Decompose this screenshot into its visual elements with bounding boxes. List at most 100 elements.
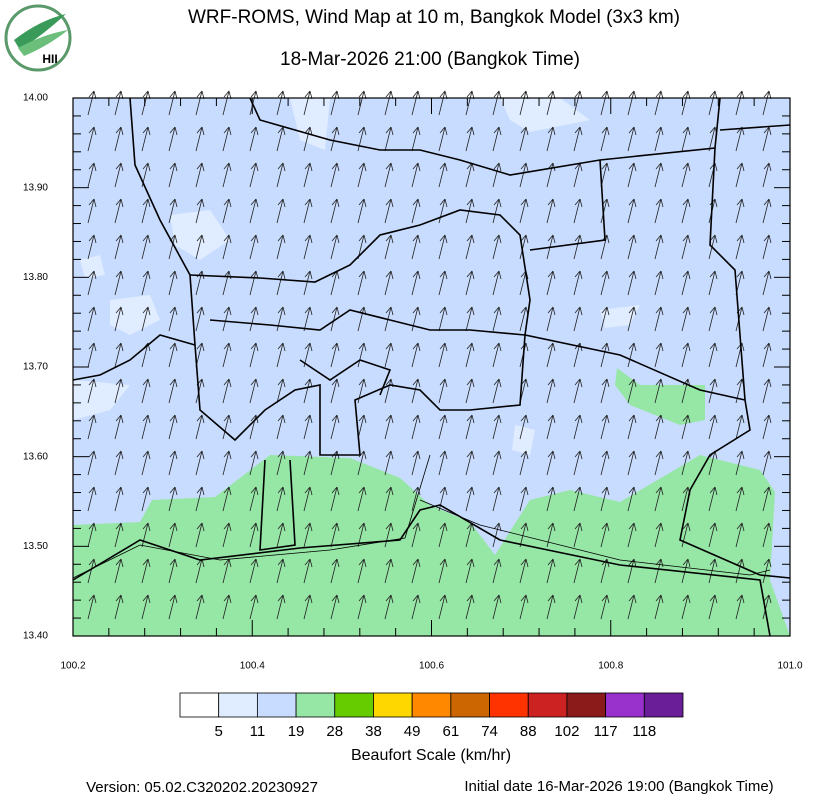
arrow: [573, 486, 583, 512]
arrow: [114, 450, 124, 476]
arrow: [87, 306, 97, 332]
arrow: [276, 306, 286, 332]
arrow: [141, 126, 151, 152]
arrow: [492, 558, 502, 584]
boundary: [209, 309, 526, 336]
arrow: [330, 342, 340, 368]
colorbar-box: [527, 692, 568, 718]
arrow: [465, 486, 475, 512]
colorbar-label: 102: [554, 723, 579, 740]
arrow: [492, 414, 502, 440]
arrow: [276, 558, 286, 584]
arrow: [141, 198, 151, 224]
arrow: [519, 594, 529, 620]
arrow: [114, 234, 124, 260]
arrow: [87, 378, 97, 404]
arrow: [141, 270, 151, 296]
boundary: [129, 97, 761, 576]
arrow: [87, 522, 97, 548]
logo: HII: [4, 4, 72, 72]
arrow: [222, 486, 232, 512]
arrow: [411, 198, 421, 224]
arrow: [303, 126, 313, 152]
arrow: [222, 162, 232, 188]
arrow: [141, 306, 151, 332]
arrow: [654, 306, 664, 332]
arrow: [249, 558, 259, 584]
arrow: [168, 594, 178, 620]
arrow: [600, 486, 610, 512]
arrow: [168, 486, 178, 512]
arrow: [708, 414, 718, 440]
arrow: [762, 198, 772, 224]
arrow: [168, 270, 178, 296]
arrow: [654, 414, 664, 440]
arrow: [114, 198, 124, 224]
arrow: [384, 558, 394, 584]
arrow: [627, 162, 637, 188]
boundary: [259, 459, 296, 551]
green-area: [73, 455, 790, 636]
patch: [110, 295, 160, 335]
arrow: [708, 342, 718, 368]
arrow: [87, 162, 97, 188]
arrow: [708, 522, 718, 548]
arrow: [249, 342, 259, 368]
arrow: [492, 522, 502, 548]
arrow: [492, 126, 502, 152]
colorbar-box: [489, 692, 529, 718]
arrow: [168, 378, 178, 404]
y-tick-label: 13.80: [23, 272, 48, 283]
roads: [72, 454, 771, 579]
arrow: [681, 126, 691, 152]
arrow: [411, 522, 421, 548]
arrow: [600, 126, 610, 152]
boundary: [529, 159, 606, 251]
arrow: [762, 378, 772, 404]
arrow: [357, 126, 367, 152]
arrow: [438, 270, 448, 296]
arrow: [735, 198, 745, 224]
arrow: [276, 414, 286, 440]
arrow: [276, 126, 286, 152]
arrow: [546, 198, 556, 224]
arrow: [276, 450, 286, 476]
x-tick-label: 101.0: [777, 661, 802, 672]
arrow: [735, 486, 745, 512]
arrow: [114, 162, 124, 188]
arrow: [762, 450, 772, 476]
arrow: [573, 306, 583, 332]
arrow: [681, 594, 691, 620]
arrow: [330, 378, 340, 404]
arrow: [330, 558, 340, 584]
arrow: [195, 162, 205, 188]
arrow: [465, 414, 475, 440]
arrow: [249, 486, 259, 512]
boundary: [72, 334, 196, 381]
colorbar-label: 19: [288, 723, 305, 740]
arrow: [573, 198, 583, 224]
arrow: [438, 594, 448, 620]
arrow: [438, 450, 448, 476]
arrow: [438, 558, 448, 584]
arrow: [573, 414, 583, 440]
arrow: [762, 414, 772, 440]
arrow: [465, 450, 475, 476]
arrow: [384, 234, 394, 260]
arrow: [141, 414, 151, 440]
arrow: [546, 306, 556, 332]
arrow: [384, 198, 394, 224]
arrow: [87, 270, 97, 296]
arrow: [735, 522, 745, 548]
arrow: [384, 594, 394, 620]
arrow: [546, 594, 556, 620]
arrow: [519, 558, 529, 584]
arrow: [762, 270, 772, 296]
arrow: [411, 558, 421, 584]
arrow: [627, 522, 637, 548]
arrow: [438, 198, 448, 224]
arrow: [168, 342, 178, 368]
arrow: [465, 594, 475, 620]
arrow: [519, 198, 529, 224]
arrow: [762, 306, 772, 332]
